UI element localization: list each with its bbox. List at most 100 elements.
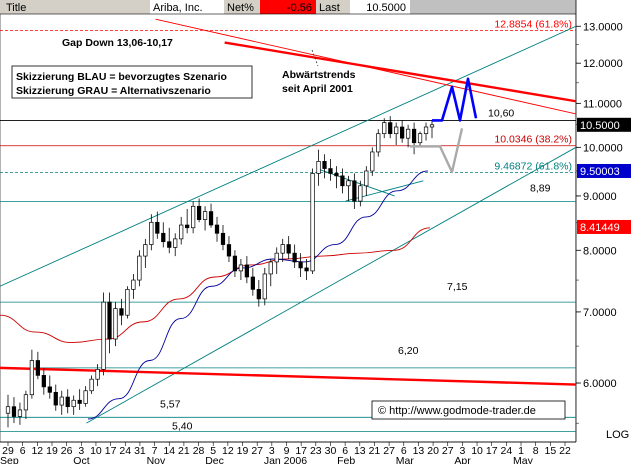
y-tick-label-4: 10.0000	[583, 142, 623, 154]
candle-body-31	[191, 205, 196, 229]
candle-body-33	[202, 211, 208, 220]
level-label-1: 10.0346 (38.2%)	[494, 134, 572, 146]
candle-9	[59, 390, 64, 415]
x-day-label-6: 10	[90, 445, 102, 457]
channel-upper-line	[0, 25, 577, 287]
x-month-label-4: Jan 2006	[264, 455, 307, 464]
candle-55	[334, 166, 339, 189]
scenario-blue-path	[432, 77, 478, 122]
candle-body-62	[376, 133, 381, 153]
level-label-3: 10,60	[488, 107, 514, 119]
candle-body-16	[101, 301, 106, 370]
candle-51	[310, 168, 315, 274]
candle-body-30	[185, 224, 190, 229]
candle-body-3	[23, 394, 29, 411]
axis-badge-0	[577, 117, 631, 132]
x-day-label-14: 5	[210, 445, 216, 457]
title-label-cell	[0, 0, 150, 14]
x-day-label-30: 27	[442, 445, 454, 457]
candle-body-48	[292, 252, 297, 263]
candle-body-67	[405, 128, 411, 139]
x-axis: 29 6 12 19 26 3 10 17 24 31 7 14 21 28 5 12 19 27 3 9 17 23 30…	[0, 441, 576, 464]
candle-65	[394, 122, 399, 146]
channel-lower-line	[86, 146, 577, 424]
title-value-cell	[150, 0, 224, 14]
legend-blue: Skizzierung BLAU = bevorzugtes Szenario	[16, 71, 227, 83]
x-day-label-13: 28	[193, 445, 205, 457]
candle-43	[262, 267, 267, 306]
candle-69	[417, 131, 423, 148]
candle-29	[179, 216, 184, 245]
candle-24	[149, 214, 154, 251]
candle-42	[256, 280, 261, 307]
trend-annotation-line2: seit April 2001	[282, 83, 353, 95]
candle-17	[107, 292, 112, 354]
candle-64	[388, 116, 393, 139]
candle-body-38	[232, 255, 238, 272]
x-day-label-16: 19	[237, 445, 249, 457]
x-day-label-19: 9	[284, 445, 290, 457]
candle-body-21	[131, 279, 136, 290]
candle-59	[358, 180, 363, 207]
candle-37	[226, 236, 232, 262]
x-day-label-38: 22	[559, 445, 571, 457]
candle-26	[161, 222, 166, 248]
last-label-cell	[316, 0, 350, 14]
candle-47	[286, 236, 291, 260]
axis-badge-label-2: 8.41449	[580, 222, 620, 234]
candle-54	[328, 158, 333, 181]
x-month-label-0: Sep	[0, 455, 19, 464]
level-label-8: 5,40	[172, 421, 193, 433]
candle-31	[191, 201, 196, 234]
candle-body-37	[226, 244, 232, 257]
candle-5	[35, 351, 40, 380]
candle-body-35	[214, 224, 220, 234]
legend-gray: Skizzierung GRAU = Alternativszenario	[16, 85, 211, 97]
candles-layer	[5, 116, 435, 428]
x-day-label-1: 6	[20, 445, 26, 457]
candle-body-52	[316, 161, 321, 174]
candle-body-1	[11, 406, 17, 417]
candle-53	[322, 154, 327, 179]
candle-body-6	[41, 375, 46, 388]
candle-body-46	[280, 244, 285, 254]
x-day-label-4: 26	[61, 445, 73, 457]
x-day-label-0: 29	[2, 445, 14, 457]
net-label: Net%	[227, 2, 254, 14]
candle-1	[11, 397, 17, 424]
candle-67	[405, 124, 411, 148]
candle-body-63	[382, 122, 387, 135]
candle-body-55	[334, 173, 339, 177]
candle-22	[137, 250, 142, 287]
candle-10	[65, 389, 70, 414]
candle-body-56	[340, 175, 345, 187]
candle-56	[340, 168, 345, 194]
candle-14	[89, 375, 94, 394]
candle-body-69	[417, 133, 423, 144]
x-month-label-5: Feb	[337, 455, 355, 464]
candle-body-26	[161, 232, 166, 243]
candle-body-15	[95, 369, 100, 380]
candle-32	[196, 198, 202, 223]
candle-19	[119, 298, 124, 326]
candle-body-53	[322, 161, 327, 169]
copyright-text: © http://www.godmode-trader.de	[378, 405, 536, 417]
candle-63	[382, 118, 387, 139]
x-day-label-10: 7	[152, 445, 158, 457]
candle-44	[268, 259, 273, 287]
candle-23	[143, 238, 148, 268]
candle-11	[71, 395, 76, 415]
candle-48	[292, 244, 297, 268]
net-value-cell	[260, 0, 316, 14]
axis-badge-2	[577, 219, 631, 234]
candle-body-39	[238, 264, 244, 272]
candle-16	[101, 292, 106, 376]
moving-averages-layer	[0, 170, 431, 420]
x-month-label-7: Apr	[454, 455, 471, 464]
candle-body-18	[113, 308, 118, 340]
candle-46	[280, 238, 285, 262]
levels-layer: 12.8854 (61.8%) 10.0346 (38.2%) 9.46872 (6…	[0, 18, 576, 433]
x-day-label-18: 3	[269, 445, 275, 457]
x-day-label-25: 21	[369, 445, 381, 457]
